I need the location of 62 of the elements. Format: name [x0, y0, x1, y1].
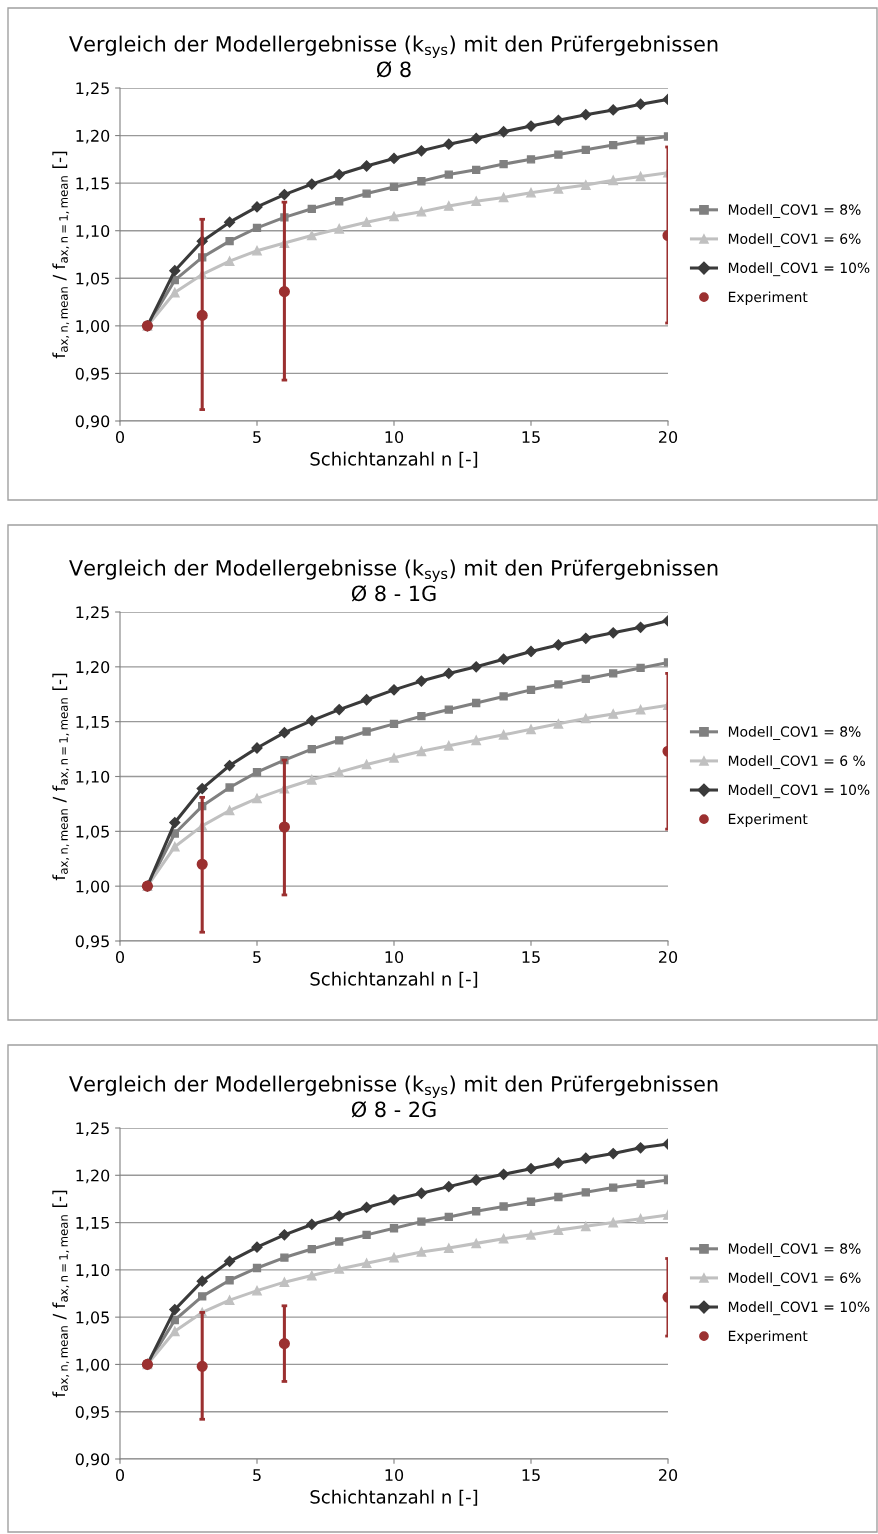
- y-tick-label: 1,10: [76, 224, 110, 239]
- y-tick-label: 1,00: [76, 1358, 110, 1373]
- chart-subtitle: Ø 8 - 2G: [351, 1101, 436, 1118]
- legend-label: Modell_COV1 = 10%: [728, 262, 870, 277]
- x-axis-title: Schichtanzahl n [-]: [310, 971, 478, 988]
- y-tick-label: 1,25: [76, 82, 109, 96]
- y-tick-label: 1,15: [76, 716, 109, 730]
- x-tick-label: 0: [115, 951, 125, 964]
- x-tick-label: 5: [253, 431, 261, 444]
- y-tick-label: 1,05: [76, 825, 109, 840]
- x-tick-label: 10: [385, 951, 404, 964]
- legend-label: Modell_COV1 = 8%: [728, 1243, 861, 1257]
- chart-title: Vergleich der Modellergebnisse (k$_{sys}$) mit den Prüfergebnissen: [69, 559, 718, 582]
- chart-title: Vergleich der Modellergebnisse (k$_{sys}$) mit den Prüfergebnissen: [69, 1075, 718, 1098]
- y-tick-label: 0,90: [75, 1453, 110, 1467]
- x-tick-label: 5: [253, 951, 261, 964]
- x-tick-label: 0: [115, 431, 125, 444]
- y-tick-label: 1,20: [76, 661, 110, 675]
- y-tick-label: 1,05: [76, 272, 109, 287]
- y-axis-title: f$_{ax,n,mean}$ / f$_{ax,n=1,mean}$ [-]: [52, 151, 70, 359]
- x-tick-label: 20: [659, 431, 678, 444]
- x-tick-label: 10: [385, 1469, 404, 1482]
- x-tick-label: 15: [522, 951, 540, 964]
- y-tick-label: 1,05: [76, 1311, 109, 1326]
- y-tick-label: 0,95: [75, 367, 109, 382]
- x-axis-title: Schichtanzahl n [-]: [310, 451, 478, 468]
- x-tick-label: 20: [659, 1469, 678, 1482]
- x-axis-title: Schichtanzahl n [-]: [310, 1489, 478, 1506]
- chart-subtitle: Ø 8: [376, 61, 411, 78]
- x-tick-label: 15: [522, 1469, 540, 1482]
- y-tick-label: 1,25: [76, 606, 109, 620]
- legend-label: Modell_COV1 = 10%: [728, 1301, 870, 1316]
- legend-label: Modell_COV1 = 6 %: [728, 755, 865, 770]
- x-tick-label: 5: [253, 1469, 261, 1482]
- legend-label: Modell_COV1 = 8%: [728, 726, 861, 740]
- y-tick-label: 0,95: [75, 1405, 109, 1420]
- y-tick-label: 1,10: [76, 1264, 110, 1278]
- y-axis-title: f$_{ax,n,mean}$ / f$_{ax,n=1,mean}$ [-]: [52, 1190, 70, 1398]
- y-tick-label: 1,20: [76, 129, 110, 144]
- x-tick-label: 0: [115, 1469, 125, 1482]
- x-tick-label: 15: [522, 431, 540, 444]
- y-tick-label: 1,00: [76, 320, 110, 334]
- chart-title: Vergleich der Modellergebnisse (k$_{sys}$) mit den Prüfergebnissen: [69, 35, 718, 58]
- y-tick-label: 1,00: [76, 880, 110, 895]
- y-tick-label: 1,20: [76, 1169, 110, 1184]
- legend-label: Modell_COV1 = 6%: [728, 233, 861, 248]
- y-tick-label: 1,25: [76, 1122, 109, 1136]
- x-tick-label: 20: [659, 951, 678, 964]
- legend-label: Experiment: [728, 291, 808, 305]
- chart-subtitle: Ø 8 - 1G: [351, 585, 436, 602]
- y-tick-label: 1,15: [76, 177, 109, 192]
- legend-label: Modell_COV1 = 6%: [728, 1272, 861, 1287]
- legend-label: Modell_COV1 = 10%: [728, 784, 870, 799]
- y-tick-label: 0,90: [75, 415, 110, 429]
- y-tick-label: 1,15: [76, 1216, 109, 1231]
- legend-label: Experiment: [728, 813, 808, 827]
- y-axis-title: f$_{ax,n,mean}$ / f$_{ax,n=1,mean}$ [-]: [52, 673, 70, 881]
- y-tick-label: 0,95: [75, 935, 109, 949]
- y-tick-label: 1,10: [76, 770, 110, 785]
- legend-label: Experiment: [728, 1330, 808, 1344]
- x-tick-label: 10: [385, 431, 404, 444]
- legend-label: Modell_COV1 = 8%: [728, 204, 861, 218]
